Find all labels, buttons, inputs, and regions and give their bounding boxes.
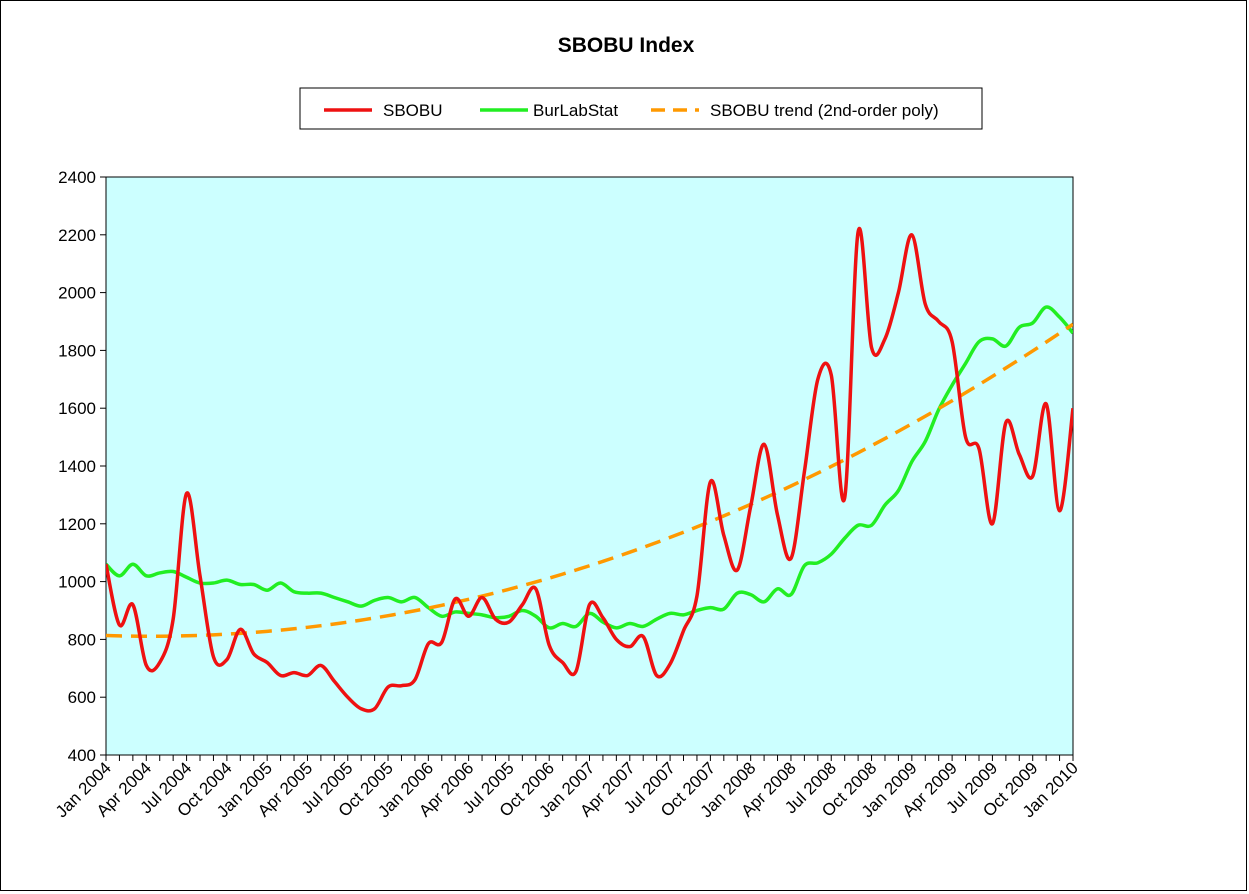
y-tick-label: 600	[68, 688, 96, 707]
legend-label: BurLabStat	[533, 101, 618, 120]
y-axis: 400 600 800 1000 1200 1400 1600 1800 2000 2200 240…	[58, 168, 106, 765]
y-tick-label: 2200	[58, 226, 96, 245]
plot-area	[105, 176, 1074, 756]
series-line-sbobu-trend-2nd-order-poly	[106, 322, 1073, 639]
y-tick-label: 400	[68, 746, 96, 765]
y-tick-label: 800	[68, 630, 96, 649]
series-layer	[106, 226, 1073, 713]
y-tick-label: 1200	[58, 515, 96, 534]
y-tick-label: 1800	[58, 341, 96, 360]
series-line-sbobu	[106, 226, 1073, 713]
legend-label: SBOBU trend (2nd-order poly)	[710, 101, 939, 120]
y-tick-label: 2400	[58, 168, 96, 187]
legend-label: SBOBU	[383, 101, 443, 120]
y-tick-label: 1400	[58, 457, 96, 476]
y-tick-label: 1000	[58, 573, 96, 592]
legend-box	[299, 87, 983, 130]
y-tick-label: 2000	[58, 284, 96, 303]
y-tick-label: 1600	[58, 399, 96, 418]
chart-title: SBOBU Index	[558, 34, 695, 57]
series-line-burlabstat	[106, 305, 1073, 630]
legend: SBOBU BurLabStat SBOBU trend (2nd-order po…	[299, 87, 983, 130]
